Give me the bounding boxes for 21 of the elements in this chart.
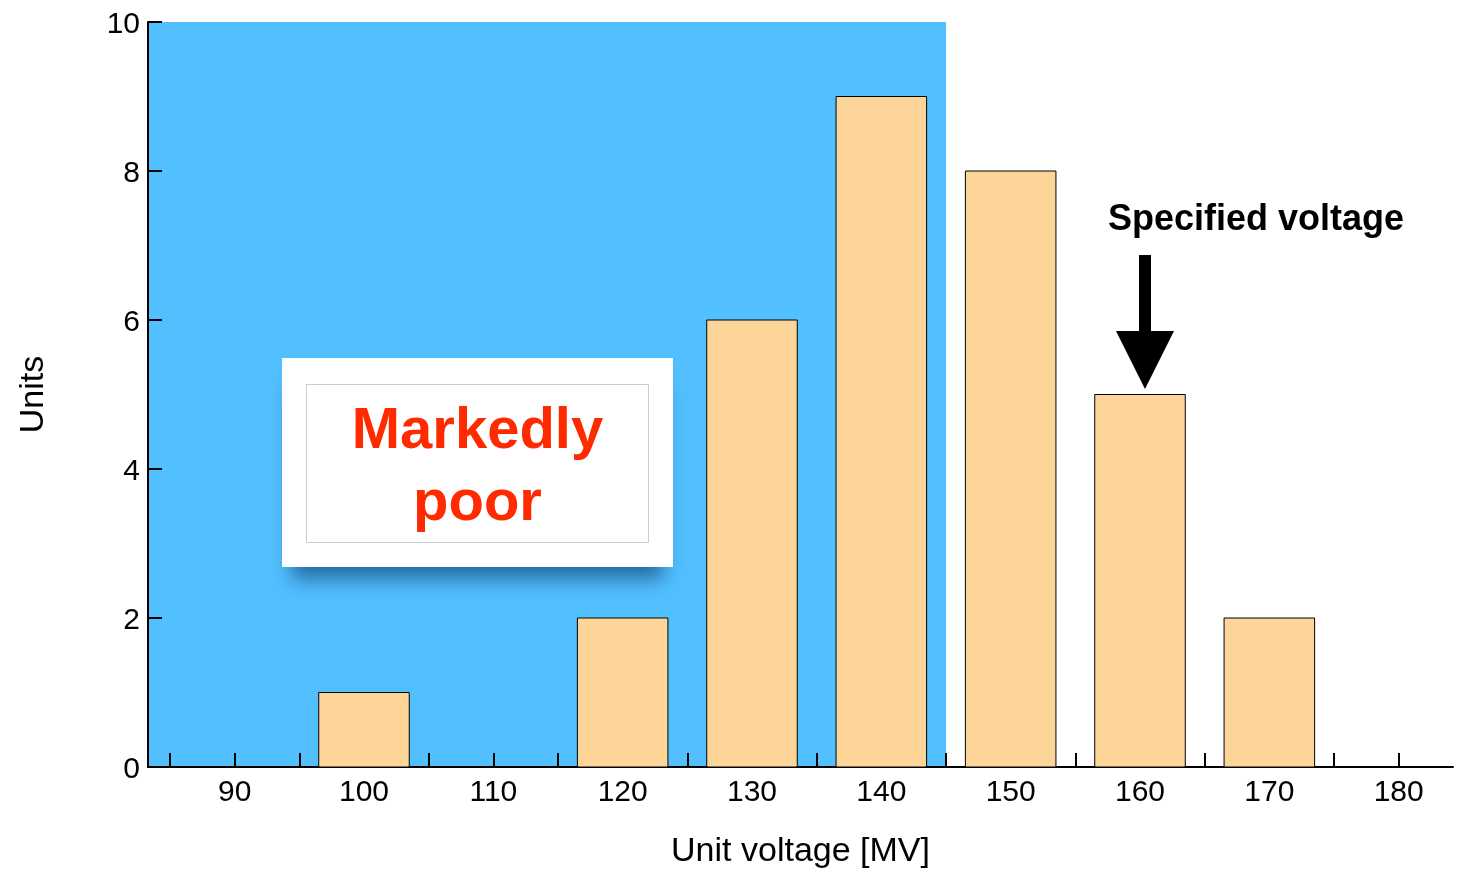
x-tick-label: 140 [856, 773, 907, 807]
x-axis-title: Unit voltage [MV] [671, 830, 930, 868]
y-tick-label: 2 [123, 601, 140, 635]
x-tick-label: 100 [338, 773, 390, 807]
x-tick-label: 180 [1373, 773, 1424, 807]
x-tick-label: 90 [217, 773, 252, 807]
y-tick-label: 8 [123, 154, 140, 188]
x-tick-label: 120 [597, 773, 648, 807]
x-tick-label: 170 [1244, 773, 1295, 807]
y-tick-label: 4 [123, 452, 140, 486]
annotation: Markedly poor [306, 384, 649, 543]
note-card: Markedly poor [282, 358, 673, 567]
y-tick-label: 0 [123, 750, 140, 784]
annotation: Specified voltage [1108, 197, 1405, 239]
y-tick-label: 10 [106, 5, 140, 39]
y-axis-title: Units [12, 355, 50, 434]
x-tick-label: 130 [726, 773, 778, 807]
y-tick-label: 6 [123, 303, 140, 337]
x-tick-label: 150 [985, 773, 1036, 807]
x-tick-label: 160 [1114, 773, 1166, 807]
x-tick-label: 110 [469, 773, 518, 807]
